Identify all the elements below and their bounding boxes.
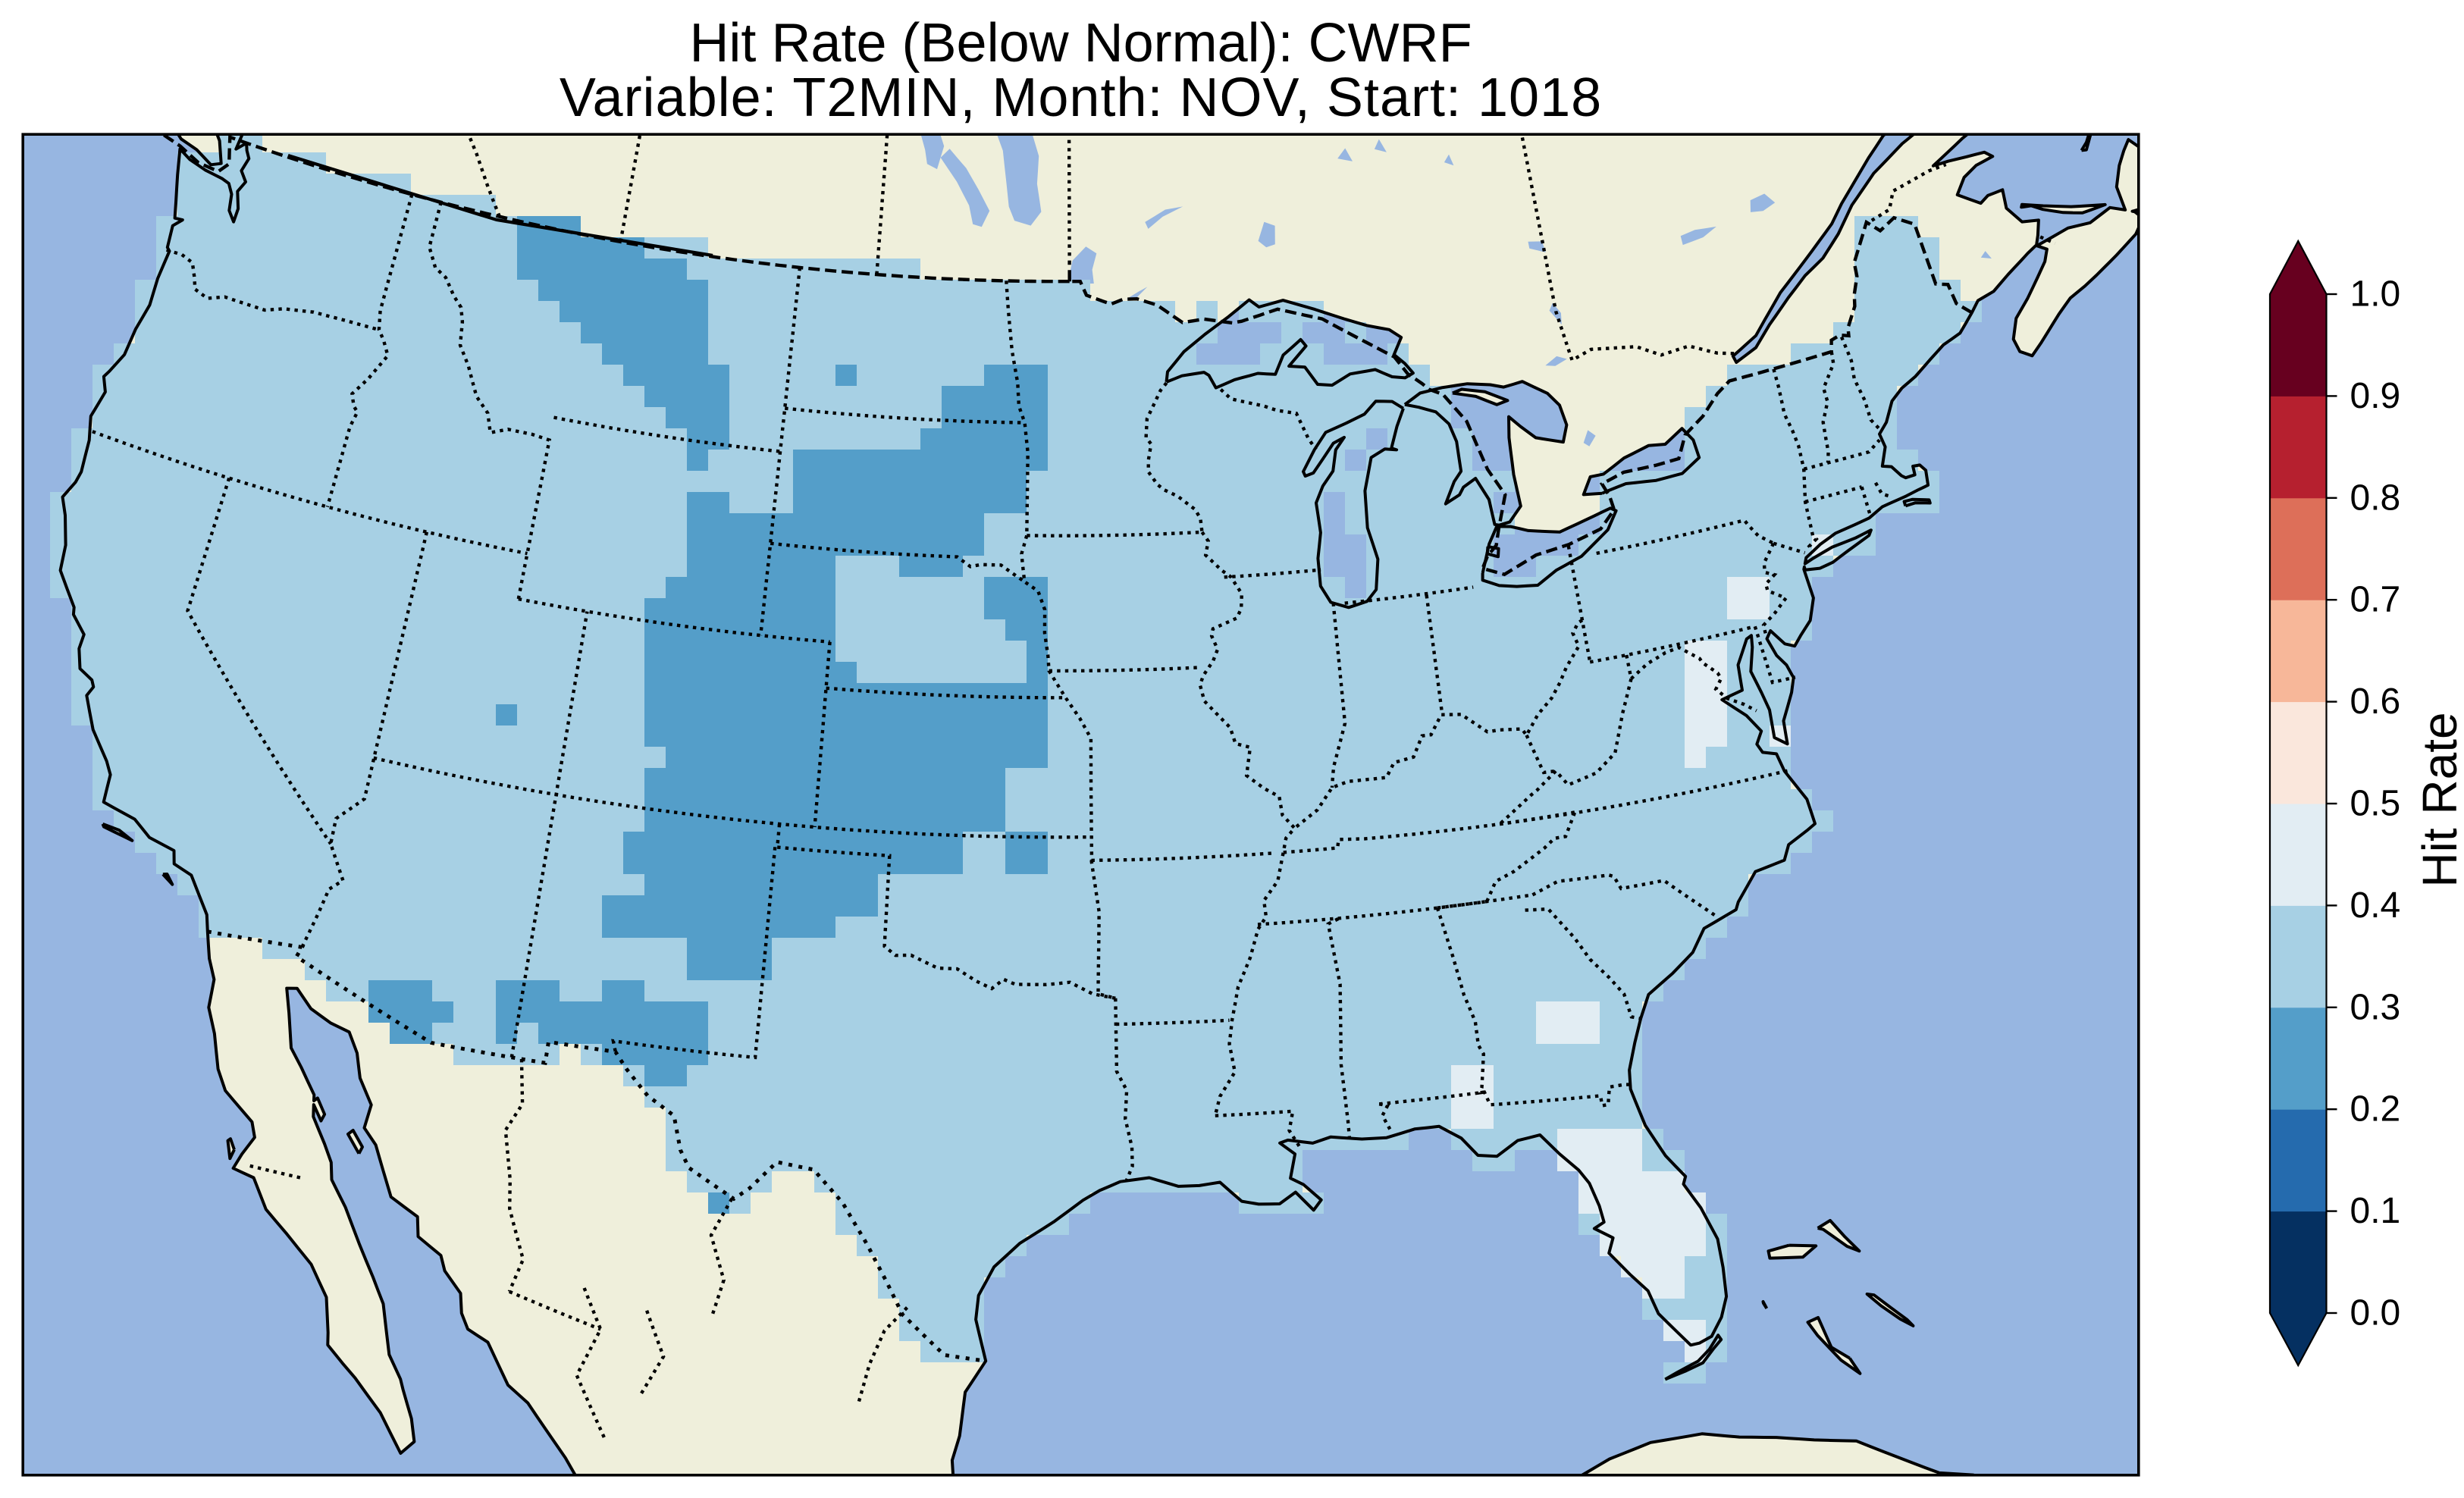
svg-text:0.6: 0.6: [2350, 682, 2401, 722]
svg-text:0.8: 0.8: [2350, 478, 2401, 518]
svg-text:Hit Rate (Below Normal): CWRF: Hit Rate (Below Normal): CWRF: [689, 13, 1472, 74]
svg-text:0.2: 0.2: [2350, 1089, 2401, 1130]
svg-text:0.0: 0.0: [2350, 1293, 2401, 1333]
svg-text:0.5: 0.5: [2350, 784, 2401, 824]
svg-text:0.7: 0.7: [2350, 580, 2401, 620]
svg-text:Hit Rate: Hit Rate: [2412, 712, 2464, 887]
svg-text:0.4: 0.4: [2350, 885, 2401, 926]
svg-text:0.3: 0.3: [2350, 987, 2401, 1027]
svg-text:0.1: 0.1: [2350, 1191, 2401, 1231]
svg-text:1.0: 1.0: [2350, 274, 2401, 315]
svg-text:0.9: 0.9: [2350, 376, 2401, 416]
svg-text:Variable: T2MIN, Month: NOV, S: Variable: T2MIN, Month: NOV, Start: 1018: [560, 67, 1602, 128]
